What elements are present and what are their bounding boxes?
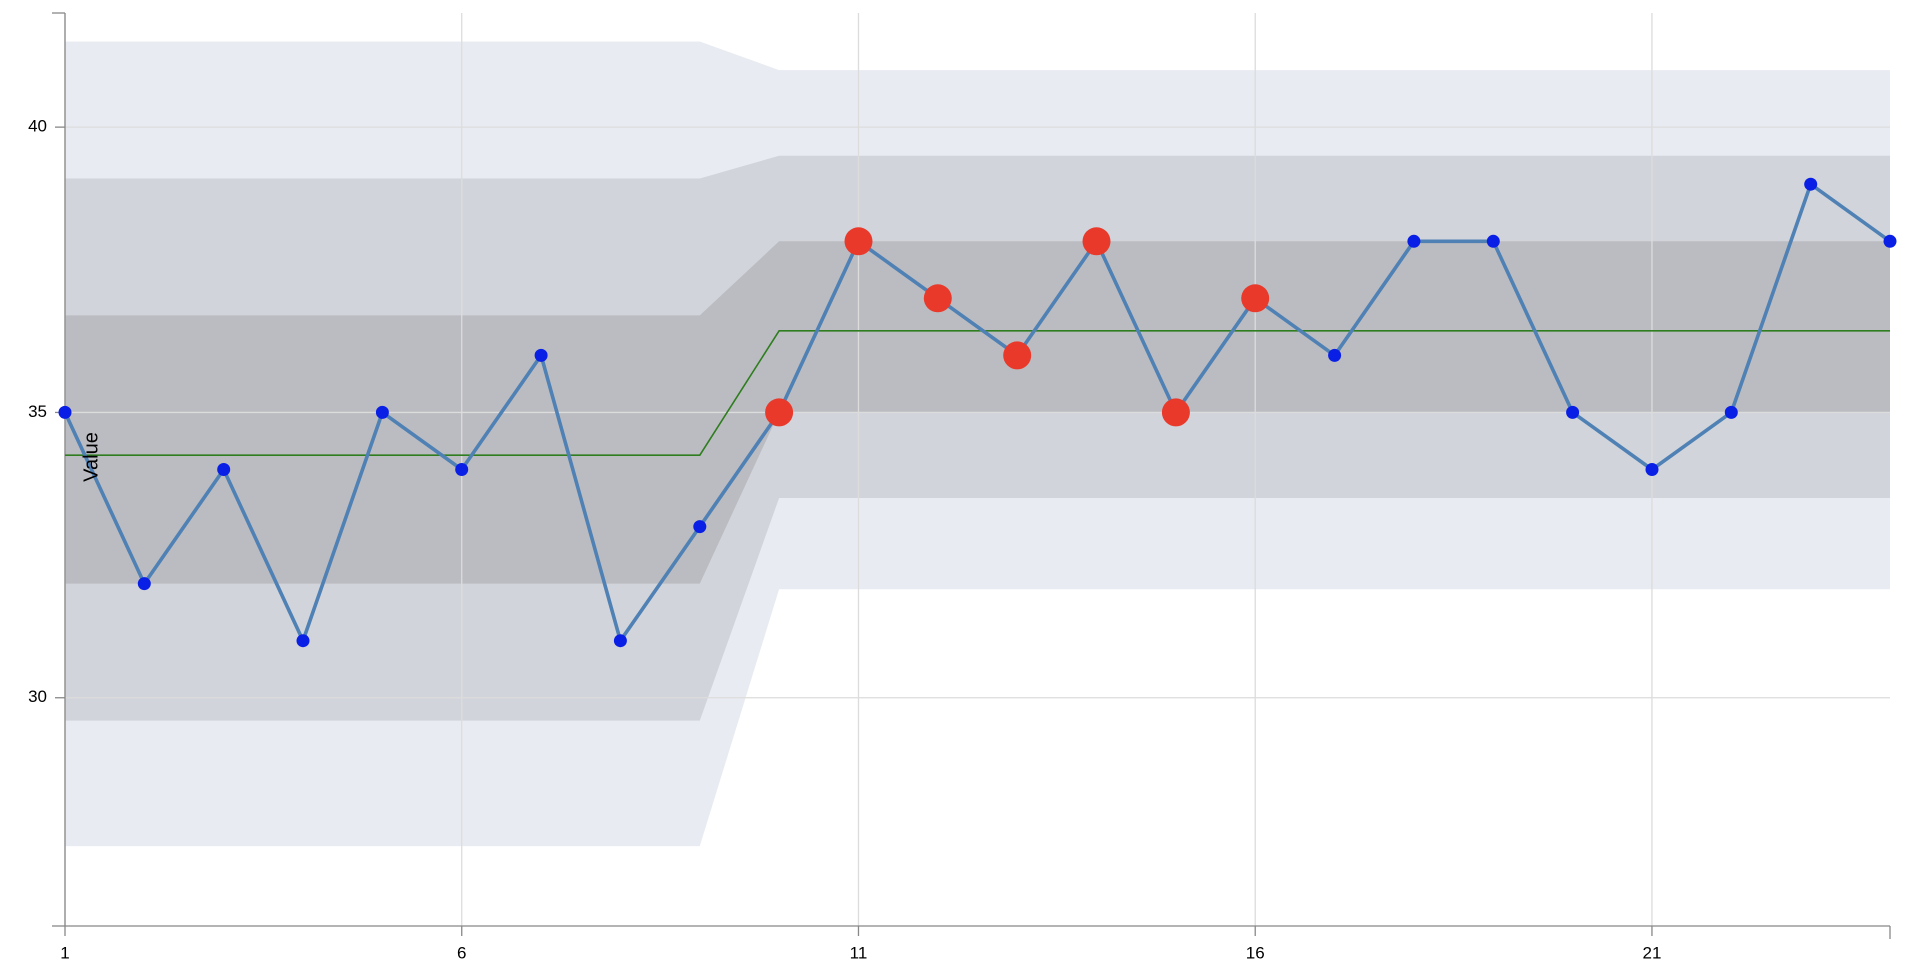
- data-point: [375, 405, 389, 419]
- data-point: [1645, 463, 1659, 476]
- data-point: [137, 577, 151, 591]
- data-point: [693, 520, 707, 534]
- x-tick-label: 16: [1246, 943, 1265, 962]
- data-point: [1883, 234, 1897, 248]
- data-point-highlighted: [923, 284, 952, 313]
- y-tick-label: 40: [28, 117, 47, 136]
- y-axis-label: Value: [80, 432, 102, 482]
- x-tick-label: 11: [850, 943, 868, 962]
- y-tick-label: 30: [28, 687, 47, 706]
- data-point: [613, 634, 627, 648]
- data-point: [1486, 234, 1500, 248]
- data-point: [1566, 405, 1580, 419]
- data-point-highlighted: [1241, 284, 1270, 313]
- band-inner: [65, 241, 1890, 584]
- data-point: [455, 463, 469, 476]
- data-point: [1328, 348, 1342, 362]
- x-tick-label: 6: [457, 943, 466, 962]
- data-point: [1724, 405, 1738, 419]
- data-point-highlighted: [765, 398, 794, 427]
- data-point-highlighted: [844, 227, 873, 256]
- data-point: [1804, 177, 1818, 191]
- axes: [52, 12, 1891, 939]
- center-line-path: [65, 329, 1890, 457]
- data-point: [217, 463, 231, 476]
- data-point: [1407, 234, 1421, 248]
- data-point-highlighted: [1003, 341, 1032, 370]
- data-point-highlighted: [1161, 398, 1190, 427]
- y-tick-label: 35: [28, 402, 47, 421]
- center-line: [65, 329, 1890, 457]
- data-series: [63, 182, 1892, 643]
- data-point: [534, 348, 548, 362]
- data-point: [58, 405, 72, 419]
- data-points: [58, 177, 1897, 648]
- x-tick-label: 21: [1642, 943, 1661, 962]
- x-tick-label: 1: [60, 943, 69, 962]
- data-point: [296, 634, 310, 648]
- data-point-highlighted: [1082, 227, 1111, 256]
- series-line: [63, 182, 1892, 643]
